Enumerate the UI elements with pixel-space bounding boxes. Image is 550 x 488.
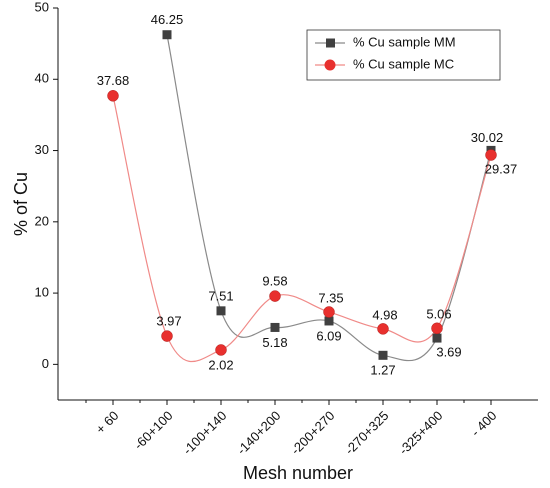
data-label: 5.06 xyxy=(426,307,451,322)
x-tick-label: - 400 xyxy=(468,408,500,440)
data-label: 3.97 xyxy=(156,314,181,329)
point xyxy=(270,322,280,332)
data-label: 7.51 xyxy=(208,288,233,303)
legend-marker xyxy=(326,38,335,48)
legend-label: % Cu sample MC xyxy=(353,56,454,71)
data-label: 7.35 xyxy=(318,290,343,305)
point xyxy=(431,322,443,335)
data-label: 4.98 xyxy=(372,307,397,322)
y-tick-label: 10 xyxy=(35,285,49,300)
y-tick-label: 40 xyxy=(35,71,49,86)
x-tick-label: -200+270 xyxy=(288,408,338,458)
x-tick-label: -100+140 xyxy=(180,408,230,458)
legend-label: % Cu sample MM xyxy=(353,34,456,49)
data-label: 3.69 xyxy=(436,345,461,360)
point xyxy=(215,344,227,356)
data-label: 2.02 xyxy=(208,357,233,372)
point xyxy=(378,350,388,360)
point xyxy=(162,30,172,40)
point xyxy=(485,149,497,161)
y-tick-label: 30 xyxy=(35,142,49,157)
point xyxy=(216,306,226,316)
point xyxy=(377,323,389,335)
data-label: 9.58 xyxy=(262,274,287,289)
point xyxy=(323,306,335,318)
x-tick-label: -325+400 xyxy=(396,408,446,458)
point xyxy=(161,330,173,342)
x-tick-label: + 60 xyxy=(93,408,122,437)
data-label: 1.27 xyxy=(370,363,395,378)
point xyxy=(324,316,334,326)
x-tick-label: -270+325 xyxy=(342,408,392,458)
data-label: 6.09 xyxy=(316,328,341,343)
legend-box xyxy=(306,29,501,81)
y-tick-label: 50 xyxy=(35,0,49,14)
x-tick-label: -60+100 xyxy=(131,408,176,453)
x-axis-label: Mesh number xyxy=(243,463,353,483)
data-label: 37.68 xyxy=(97,73,130,88)
point xyxy=(107,90,119,102)
data-label: 46.25 xyxy=(151,12,184,27)
point xyxy=(432,333,442,343)
data-label: 5.18 xyxy=(262,335,287,350)
y-tick-label: 20 xyxy=(35,213,49,228)
x-tick-label: -140+200 xyxy=(234,408,284,458)
point xyxy=(269,290,281,302)
legend-marker xyxy=(324,59,336,71)
y-tick-label: 0 xyxy=(42,356,49,371)
y-axis-label: % of Cu xyxy=(11,172,31,236)
data-label: 29.37 xyxy=(485,161,518,176)
data-label: 30.02 xyxy=(471,130,504,145)
